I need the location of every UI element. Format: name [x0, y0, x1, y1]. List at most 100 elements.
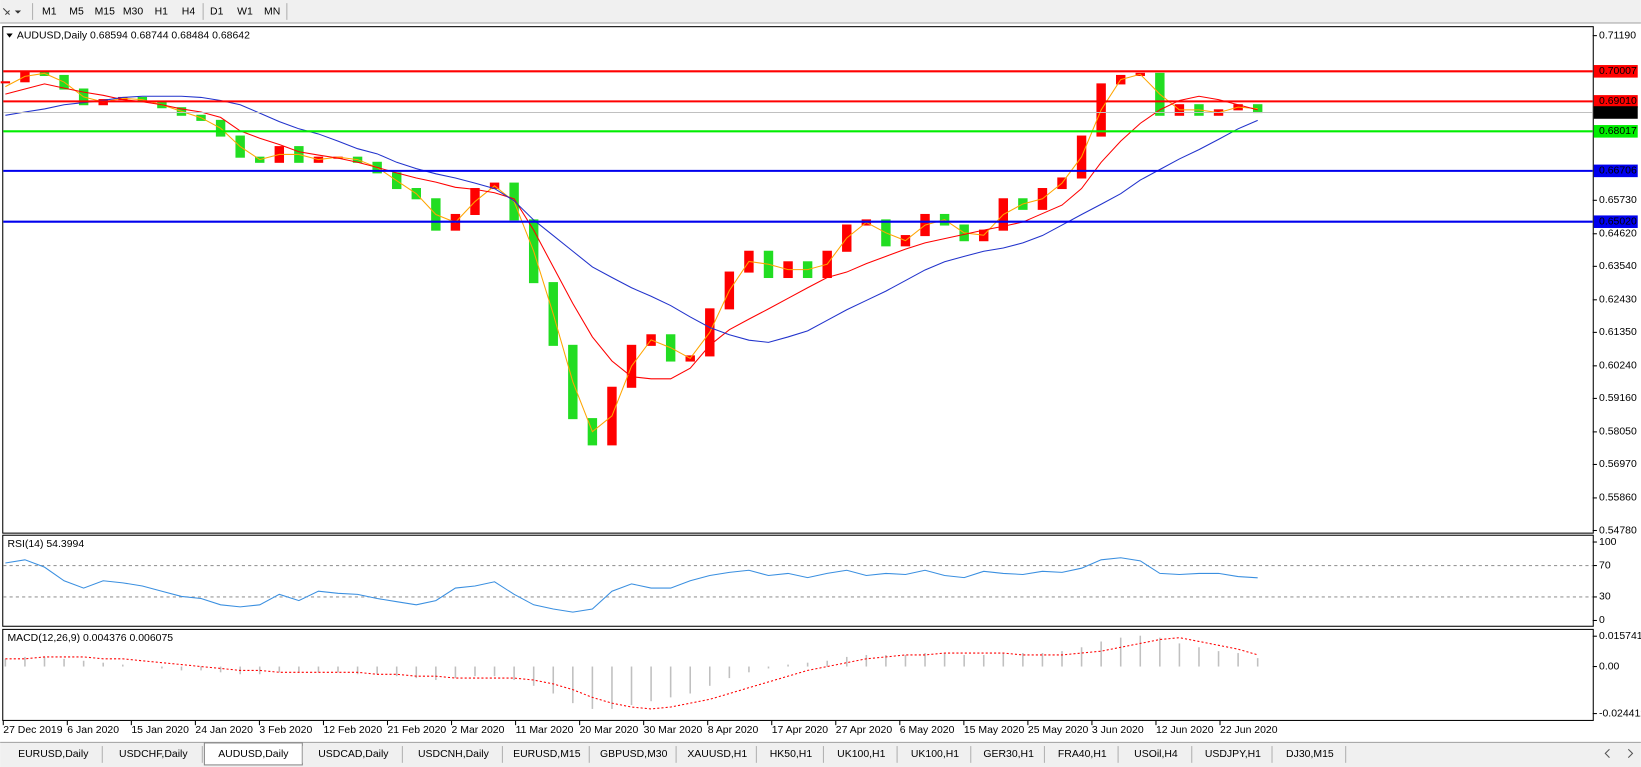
y-tick-label: 0.71190	[1599, 30, 1636, 41]
level-price-label: 0.65020	[1599, 216, 1637, 227]
tab[interactable]	[758, 743, 824, 764]
tab[interactable]	[504, 743, 590, 764]
tab-label[interactable]: HK50,H1	[770, 749, 813, 760]
x-tick-label: 3 Jun 2020	[1092, 725, 1144, 736]
y-tick-label: 0.58050	[1599, 427, 1637, 438]
y-tick-label: 0.54780	[1599, 525, 1637, 536]
timeframe-button[interactable]: M1	[42, 6, 57, 17]
timeframe-button[interactable]: M5	[69, 6, 84, 17]
toolbar-dropdown[interactable]	[14, 10, 22, 14]
tab-label[interactable]: USDCAD,Daily	[318, 749, 389, 760]
tab[interactable]	[1274, 743, 1346, 764]
toolbar-icon[interactable]	[2, 8, 10, 16]
level-price-box	[1593, 65, 1638, 78]
level-price-box	[1593, 125, 1638, 138]
tab-label[interactable]: FRA40,H1	[1058, 749, 1107, 760]
timeframe-button[interactable]: MN	[264, 6, 280, 17]
y-tick-label: -0.024412	[1599, 708, 1641, 719]
y-tick-label: 0.63540	[1599, 261, 1637, 272]
x-tick-label: 12 Feb 2020	[323, 725, 382, 736]
tab[interactable]	[678, 743, 757, 764]
tab[interactable]	[4, 743, 103, 764]
level-price-label: 0.69010	[1599, 96, 1637, 107]
x-tick-label: 2 Mar 2020	[452, 725, 505, 736]
moving-average	[5, 95, 1258, 343]
level-price-box	[1593, 215, 1638, 228]
x-tick-label: 11 Mar 2020	[516, 725, 574, 736]
x-tick-label: 20 Mar 2020	[580, 725, 639, 736]
symbol-marker	[6, 33, 13, 38]
timeframe-button[interactable]: D1	[210, 6, 224, 17]
tab[interactable]	[304, 743, 403, 764]
level-price-label: 0.66706	[1599, 166, 1637, 177]
y-tick-label: 0.64620	[1599, 229, 1637, 240]
tab-label[interactable]: USDJPY,H1	[1205, 749, 1261, 760]
tab-label[interactable]: USDCNH,Daily	[418, 749, 490, 760]
timeframe-button[interactable]: W1	[237, 6, 253, 17]
tab[interactable]	[1193, 743, 1273, 764]
x-tick-label: 24 Jan 2020	[195, 725, 253, 736]
tab-label[interactable]: USOil,H4	[1134, 749, 1178, 760]
candle	[0, 81, 11, 84]
rsi-line	[5, 557, 1258, 613]
level-price-box	[1593, 95, 1638, 108]
x-tick-label: 27 Apr 2020	[836, 725, 893, 736]
tab[interactable]	[591, 743, 677, 764]
tab[interactable]	[899, 743, 971, 764]
timeframe-button[interactable]: M30	[123, 6, 144, 17]
x-tick-label: 12 Jun 2020	[1156, 725, 1214, 736]
x-tick-label: 8 Apr 2020	[708, 725, 759, 736]
tab-scroll[interactable]	[1604, 748, 1634, 758]
y-tick-label: 0.00	[1599, 661, 1620, 672]
tab[interactable]	[825, 743, 898, 764]
tab[interactable]	[1046, 743, 1119, 764]
tab-label[interactable]: EURUSD,Daily	[18, 749, 89, 760]
timeframe-button[interactable]: H4	[182, 6, 196, 17]
y-tick-label: 70	[1599, 560, 1611, 571]
y-tick-label: 0.015741	[1599, 631, 1641, 642]
level-price-label: 0.68017	[1599, 126, 1637, 137]
rsi-title: RSI(14) 54.3994	[7, 539, 84, 550]
tab-label[interactable]: XAUUSD,H1	[687, 749, 747, 760]
tab-label[interactable]: USDCHF,Daily	[119, 749, 188, 760]
tab-label[interactable]: GER30,H1	[983, 749, 1034, 760]
timeframe-button[interactable]: H1	[155, 6, 169, 17]
x-tick-label: 17 Apr 2020	[772, 725, 829, 736]
tab-label[interactable]: DJ30,M15	[1286, 749, 1334, 760]
x-tick-label: 6 Jan 2020	[67, 725, 119, 736]
x-tick-label: 25 May 2020	[1028, 725, 1089, 736]
tab[interactable]	[404, 743, 503, 764]
chart-area	[0, 25, 1641, 742]
timeframe-button[interactable]: M15	[95, 6, 116, 17]
tab[interactable]	[104, 743, 203, 764]
current-price-box	[1593, 106, 1638, 119]
x-tick-label: 15 May 2020	[964, 725, 1025, 736]
macd-signal	[5, 637, 1258, 710]
tab[interactable]	[972, 743, 1045, 764]
tab-label[interactable]: EURUSD,M15	[513, 749, 581, 760]
tab-label[interactable]: UK100,H1	[911, 749, 959, 760]
x-tick-label: 22 Jun 2020	[1220, 725, 1278, 736]
level-price-label: 0.70007	[1599, 66, 1637, 77]
y-tick-label: 30	[1599, 592, 1611, 603]
y-tick-label: 0.59160	[1599, 393, 1637, 404]
y-tick-label: 0.56970	[1599, 459, 1637, 470]
y-tick-label: 0.55860	[1599, 493, 1637, 504]
chart-title: AUDUSD,Daily 0.68594 0.68744 0.68484 0.6…	[17, 30, 250, 41]
tab-label[interactable]: GBPUSD,M30	[600, 749, 668, 760]
x-tick-label: 3 Feb 2020	[259, 725, 312, 736]
tab[interactable]	[1120, 743, 1192, 764]
x-tick-label: 15 Jan 2020	[131, 725, 189, 736]
rsi-panel	[2, 534, 1594, 627]
tab-label[interactable]: UK100,H1	[837, 749, 885, 760]
main-panel	[2, 26, 1594, 534]
x-tick-label: 30 Mar 2020	[644, 725, 703, 736]
x-tick-label: 27 Dec 2019	[3, 725, 62, 736]
moving-average	[5, 72, 1258, 433]
toolbar	[0, 0, 1641, 24]
y-tick-label: 0.62430	[1599, 295, 1637, 306]
y-tick-label: 0.60240	[1599, 361, 1637, 372]
tab-label[interactable]: AUDUSD,Daily	[218, 749, 289, 760]
current-price-label: 0.68642	[1599, 107, 1637, 118]
